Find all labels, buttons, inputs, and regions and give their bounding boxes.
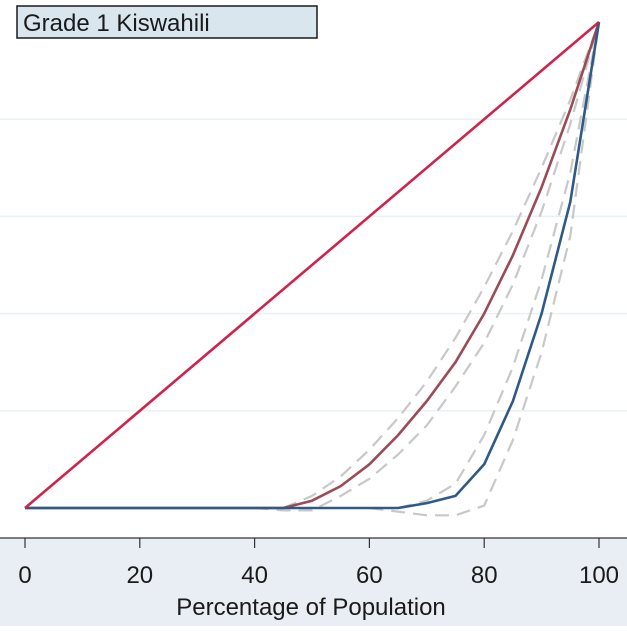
x-tick-label: 60 [356, 562, 383, 589]
series-layer [24, 21, 601, 517]
gridlines [0, 118, 627, 412]
confidence-band-line [369, 21, 601, 517]
title-box [16, 5, 318, 39]
series-line [25, 21, 601, 510]
confidence-band-line [254, 21, 601, 512]
chart-title: Grade 1 Kiswahili [23, 10, 210, 37]
plot-area [0, 0, 627, 538]
x-axis-label: Percentage of Population [176, 594, 446, 621]
x-tick-label: 80 [471, 562, 498, 589]
x-tick-label: 40 [241, 562, 268, 589]
confidence-band-line [397, 21, 601, 510]
x-tick-label: 100 [579, 562, 619, 589]
x-tick-label: 0 [18, 562, 31, 589]
x-ticks: 0 20 40 60 80 100 [18, 538, 619, 589]
series-line [24, 21, 600, 509]
x-tick-label: 20 [126, 562, 153, 589]
axis-band [0, 538, 627, 626]
confidence-band-line [282, 21, 601, 510]
